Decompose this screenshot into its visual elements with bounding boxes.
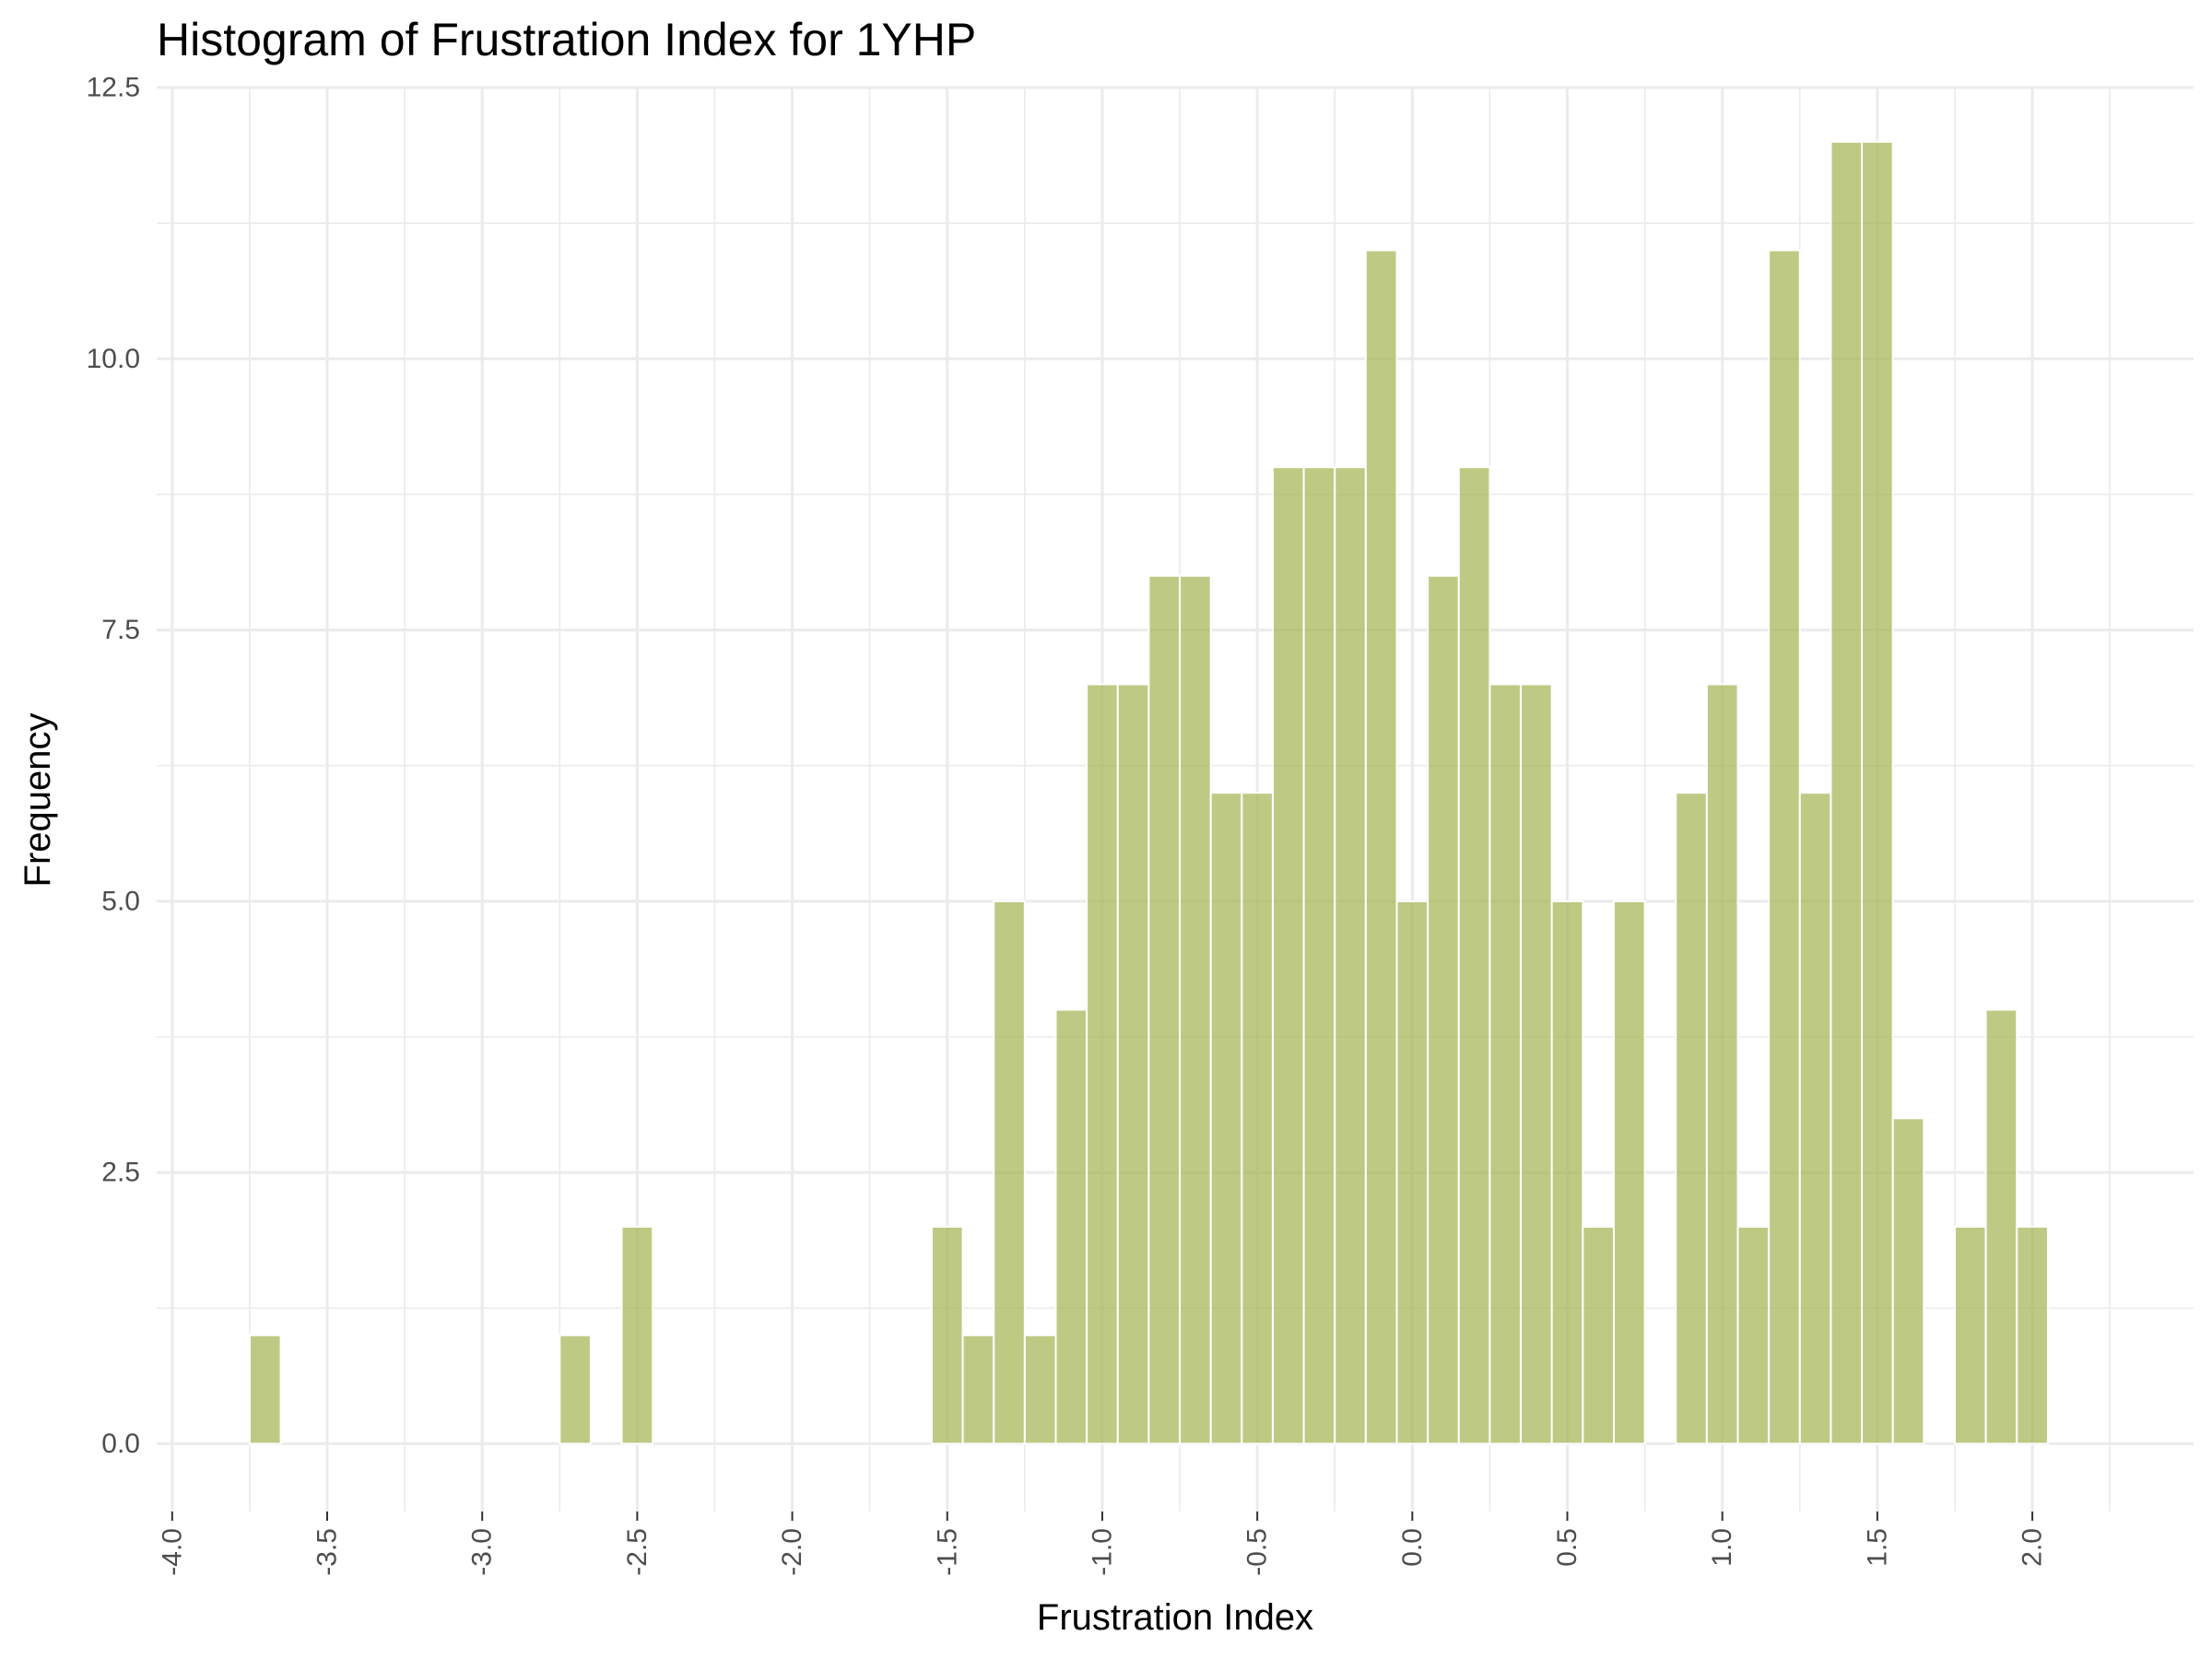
x-axis-title: Frustration Index: [1037, 1597, 1313, 1638]
histogram-bar: [1271, 466, 1305, 1445]
histogram-bar: [1984, 1008, 2018, 1445]
histogram-bar: [1364, 249, 1398, 1445]
histogram-bar: [1147, 574, 1182, 1445]
histogram-bar: [930, 1226, 964, 1445]
x-tick-label: 0.0: [1397, 1528, 1428, 1567]
x-tick-label: 0.5: [1552, 1528, 1583, 1567]
y-tick-label: 0.0: [101, 1429, 140, 1459]
histogram-bar: [620, 1226, 654, 1445]
histogram-bar: [1395, 900, 1430, 1445]
histogram-bar: [993, 900, 1026, 1445]
y-tick-label: 7.5: [101, 615, 140, 645]
histogram-bar: [1457, 466, 1491, 1445]
histogram-bar: [559, 1334, 592, 1445]
histogram-bar: [1953, 1226, 1987, 1445]
y-axis-title: Frequency: [18, 713, 58, 888]
histogram-bar: [1861, 140, 1894, 1445]
histogram-bar: [1891, 1117, 1925, 1445]
histogram-bar: [1427, 574, 1460, 1445]
y-tick-label: 2.5: [101, 1158, 140, 1188]
x-tick-label: -3.0: [467, 1528, 498, 1576]
x-tick-label: -3.5: [312, 1528, 343, 1576]
histogram-bar: [961, 1334, 995, 1445]
histogram-bar: [1488, 683, 1523, 1445]
histogram-bar: [1550, 900, 1584, 1445]
histogram-bar: [1334, 466, 1367, 1445]
histogram-bar: [1116, 683, 1150, 1445]
histogram-bar: [1209, 792, 1243, 1445]
histogram-bar: [1675, 792, 1708, 1445]
histogram-bar: [1612, 900, 1646, 1445]
x-tick-label: -4.0: [157, 1528, 187, 1576]
bars: [248, 140, 2049, 1445]
chart-title: Histogram of Frustration Index for 1YHP: [157, 14, 976, 65]
x-tick-label: 2.0: [2018, 1528, 2048, 1567]
histogram-bar: [1520, 683, 1553, 1445]
x-tick-label: 1.5: [1862, 1528, 1892, 1567]
histogram-bar: [1023, 1334, 1057, 1445]
x-tick-label: 1.0: [1707, 1528, 1737, 1567]
y-tick-label: 5.0: [101, 886, 140, 916]
histogram-bar: [1582, 1226, 1615, 1445]
histogram-bar: [1054, 1008, 1088, 1445]
x-tick-label: -1.5: [932, 1528, 962, 1576]
histogram-bar: [2016, 1226, 2049, 1445]
x-tick-label: -1.0: [1087, 1528, 1117, 1576]
histogram-bar: [1086, 683, 1119, 1445]
histogram-bar: [1830, 140, 1864, 1445]
histogram-bar: [1736, 1226, 1771, 1445]
histogram-bar: [248, 1334, 282, 1445]
histogram-bar: [1241, 792, 1274, 1445]
x-tick-label: -2.0: [777, 1528, 807, 1576]
x-tick-label: -0.5: [1242, 1528, 1273, 1576]
axes: -4.0 -3.5 -3.0 -2.5 -2.0 -1.5 -1.0 -0.5 0.0 0.5 1.…: [87, 73, 2048, 1576]
histogram-bar: [1798, 792, 1832, 1445]
y-tick-label: 10.0: [87, 344, 140, 374]
x-tick-label: -2.5: [622, 1528, 653, 1576]
histogram-bar: [1768, 249, 1801, 1445]
histogram-bar: [1705, 683, 1739, 1445]
y-tick-label: 12.5: [87, 73, 140, 103]
histogram-bar: [1302, 466, 1336, 1445]
histogram-bar: [1179, 574, 1212, 1445]
